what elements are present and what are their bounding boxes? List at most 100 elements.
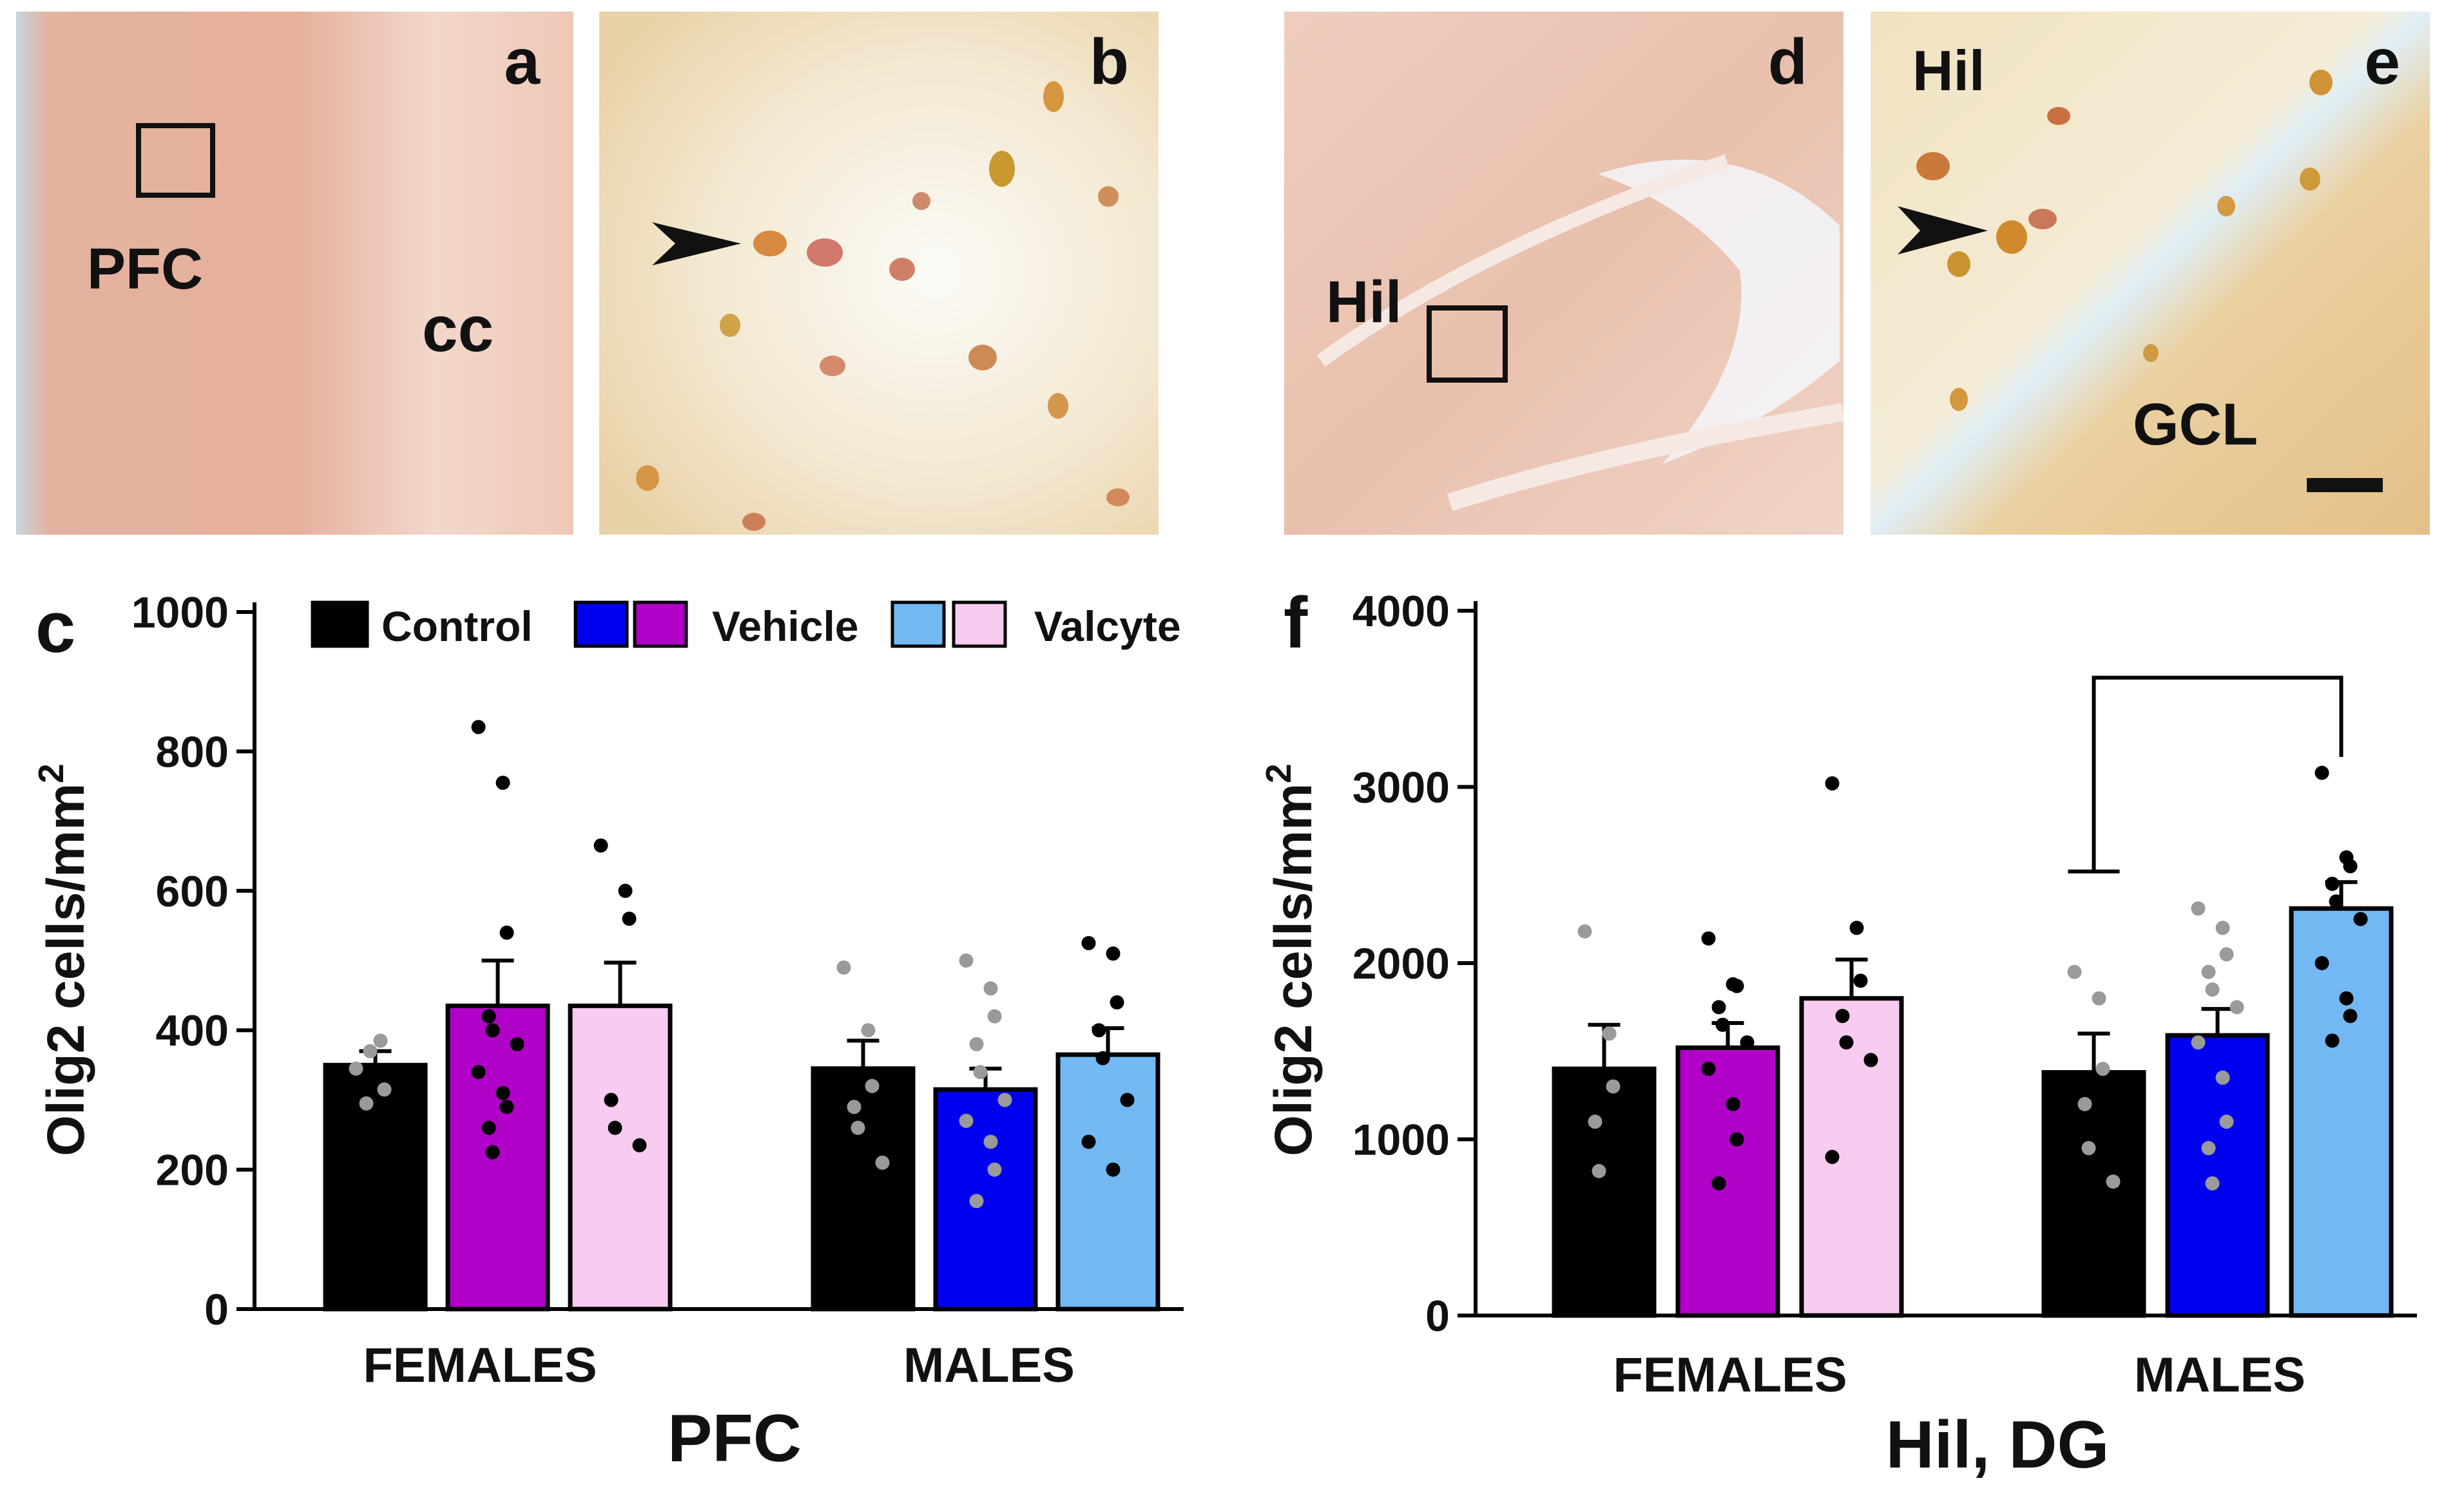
data-point	[496, 776, 510, 790]
legend-label-valcyte: Valcyte	[1034, 602, 1181, 650]
data-point	[2219, 947, 2234, 962]
data-point	[499, 1100, 514, 1115]
data-point	[1835, 1009, 1850, 1024]
arrowhead-icon	[652, 222, 741, 265]
legend-swatch-valcyte-male	[890, 600, 946, 648]
significance-bracket	[2092, 675, 2344, 872]
data-point	[1081, 1134, 1096, 1149]
data-point	[2219, 1115, 2234, 1129]
data-point	[496, 1086, 510, 1100]
data-point	[510, 1037, 525, 1051]
data-point	[983, 1134, 998, 1149]
bar	[2041, 1070, 2146, 1318]
data-point	[2315, 956, 2329, 970]
data-point	[1853, 973, 1868, 988]
data-point	[2325, 1033, 2340, 1048]
bar	[445, 1003, 550, 1312]
data-point	[2191, 1035, 2206, 1050]
data-point	[1588, 1115, 1603, 1129]
bar	[2289, 906, 2394, 1318]
data-point	[2081, 1141, 2096, 1156]
data-point	[1092, 1023, 1106, 1038]
data-point	[2106, 1174, 2121, 1189]
data-point	[2353, 912, 2368, 926]
data-point	[2339, 991, 2354, 1006]
y-tick-label: 1000	[1352, 1116, 1450, 1165]
data-point	[471, 720, 486, 734]
data-point	[1602, 1026, 1617, 1041]
data-point	[1711, 1000, 1726, 1015]
y-tick-label: 200	[156, 1146, 229, 1195]
data-point	[1729, 979, 1744, 993]
bar	[1055, 1052, 1160, 1312]
bar	[1799, 996, 1904, 1318]
data-point	[2201, 964, 2216, 979]
data-point	[847, 1100, 861, 1115]
region-label: PFC	[87, 237, 203, 301]
legend-swatch-vehicle-male	[573, 600, 629, 648]
chart-hil-dg: 0 1000 2000 3000 4000 Olig2 cells/mm2 FEMALES M…	[1258, 587, 2417, 1482]
arrowhead-icon	[1898, 206, 1988, 254]
legend-label-vehicle: Vehicle	[712, 602, 859, 650]
data-point	[622, 912, 637, 926]
y-tick-label: 0	[204, 1285, 229, 1334]
y-tick-label: 3000	[1352, 763, 1450, 812]
x-axis-label: PFC	[668, 1401, 802, 1476]
region-label: Hil	[1326, 269, 1402, 335]
data-point	[593, 838, 608, 853]
data-point	[2343, 1009, 2358, 1024]
data-point	[973, 1065, 988, 1080]
bar	[1552, 1066, 1657, 1318]
data-point	[2201, 1141, 2216, 1156]
data-point	[1106, 1162, 1121, 1177]
data-point	[969, 1194, 984, 1209]
data-point	[1740, 1035, 1755, 1050]
data-point	[2205, 1176, 2220, 1191]
scale-bar	[2307, 478, 2383, 492]
bar	[323, 1062, 428, 1312]
data-point	[1711, 1176, 1726, 1191]
data-point	[1701, 1062, 1716, 1077]
data-point	[471, 1065, 486, 1080]
legend-label-control: Control	[381, 602, 533, 650]
data-point	[2067, 964, 2082, 979]
data-point	[1825, 776, 1840, 791]
cell-nuclei	[1916, 70, 2333, 411]
data-point	[2205, 982, 2220, 997]
data-point	[1110, 995, 1124, 1010]
inset-box	[136, 123, 215, 198]
data-point	[2191, 901, 2206, 916]
data-point	[1701, 931, 1716, 946]
data-point	[363, 1044, 378, 1058]
x-axis-label: Hil, DG	[1886, 1408, 2110, 1482]
data-point	[1849, 921, 1864, 935]
data-point	[2077, 1096, 2092, 1111]
data-point	[359, 1096, 374, 1111]
y-tick-label: 800	[156, 727, 229, 776]
data-point	[865, 1078, 880, 1093]
micrograph-d: d Hil	[1284, 12, 1845, 535]
micrograph-b: b	[599, 12, 1159, 535]
data-point	[2215, 921, 2230, 935]
region-label: cc	[422, 293, 494, 365]
data-point	[2343, 859, 2358, 874]
data-point	[499, 925, 514, 940]
y-tick-label: 400	[156, 1006, 229, 1055]
data-point	[1577, 924, 1592, 939]
data-point	[969, 1037, 984, 1051]
data-point	[1729, 1132, 1744, 1147]
data-point	[377, 1082, 392, 1097]
group-label: FEMALES	[363, 1338, 597, 1393]
data-point	[1839, 1035, 1854, 1050]
data-point	[608, 1120, 622, 1135]
y-axis-label: Olig2 cells/mm2	[1258, 763, 1323, 1156]
y-axis-label: Olig2 cells/mm2	[31, 763, 95, 1156]
data-point	[2315, 765, 2329, 780]
data-point	[959, 1113, 974, 1128]
data-point	[2092, 991, 2106, 1006]
group-label: MALES	[903, 1338, 1075, 1393]
micrograph-e: e Hil GCL	[1871, 12, 2430, 535]
panel-label-b: b	[1090, 26, 1129, 98]
data-point	[983, 981, 998, 996]
data-point	[2325, 876, 2340, 891]
